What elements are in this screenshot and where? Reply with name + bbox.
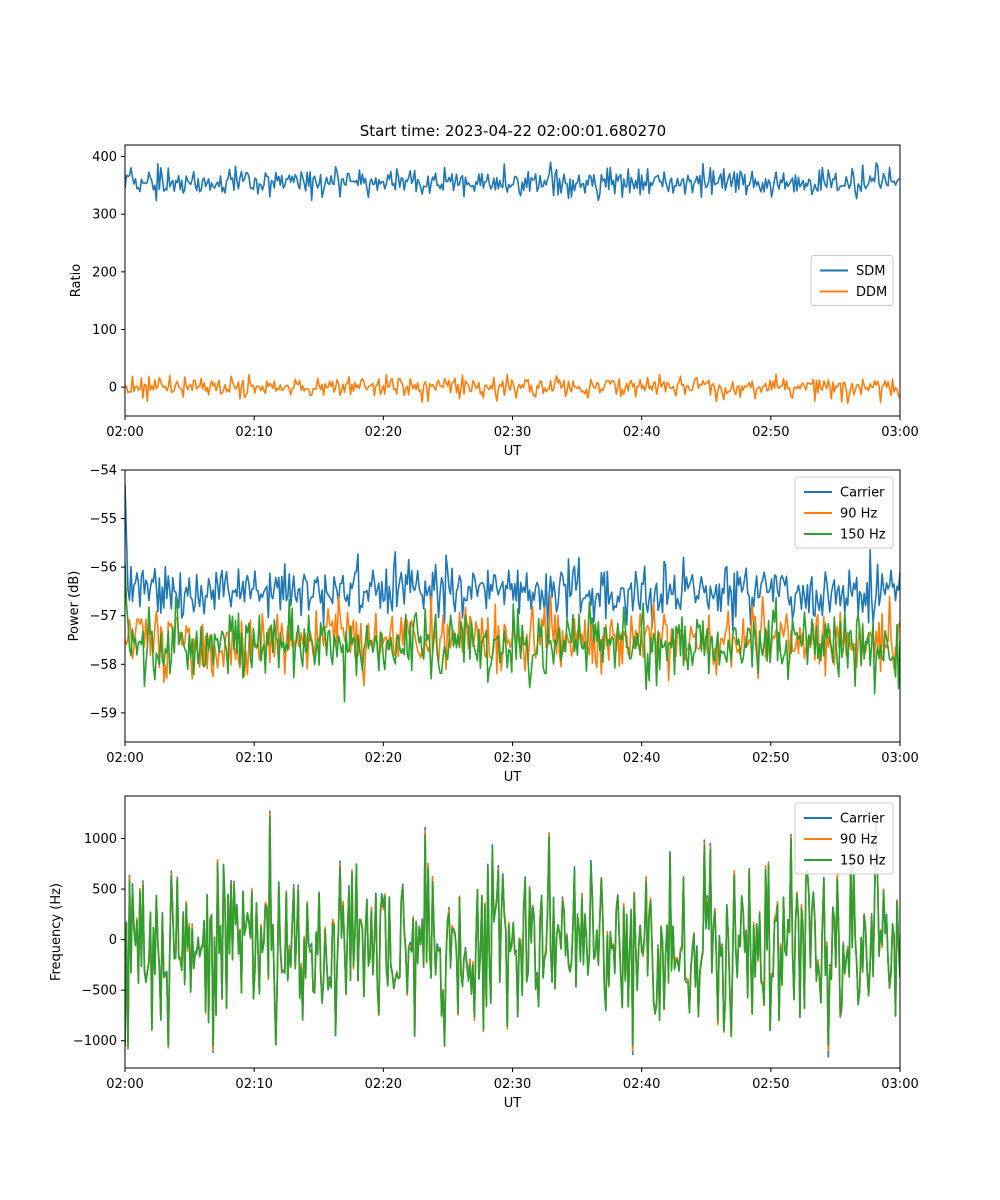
legend-box xyxy=(810,255,894,306)
y-tick-label: 0 xyxy=(109,381,117,396)
legend-entry: 90 Hz xyxy=(840,833,877,848)
x-tick-label: 02:50 xyxy=(752,1077,789,1092)
y-tick-label: 0 xyxy=(109,933,117,948)
legend-entry: 90 Hz xyxy=(840,507,877,522)
x-tick-label: 02:50 xyxy=(752,751,789,766)
y-tick-label: 400 xyxy=(92,150,117,165)
y-tick-label: 500 xyxy=(92,883,117,898)
x-tick-label: 02:30 xyxy=(494,1077,531,1092)
legend-entry: 150 Hz xyxy=(840,854,886,869)
series-line-carrier xyxy=(125,484,900,632)
series-line-150-hz xyxy=(125,562,900,703)
series-group xyxy=(125,161,900,405)
x-tick-label: 02:10 xyxy=(235,1077,272,1092)
panel-3: 02:00 02:10 02:20 02:30 02:40 02:50 03:00 −1000… xyxy=(49,795,919,1111)
series-line-150-hz xyxy=(125,810,900,1047)
y-tick-label: −59 xyxy=(90,706,117,721)
x-tick-label: 02:40 xyxy=(623,1077,660,1092)
y-tick-label: 100 xyxy=(92,323,117,338)
legend-entry: Carrier xyxy=(840,486,885,501)
x-tick-label: 02:10 xyxy=(235,425,272,440)
chart-title: Start time: 2023-04-22 02:00:01.680270 xyxy=(360,122,666,140)
x-tick-label: 02:30 xyxy=(494,425,531,440)
y-tick-label: −58 xyxy=(90,658,117,673)
y-axis-label: Ratio xyxy=(69,264,84,297)
x-axis-label: UT xyxy=(504,770,522,785)
legend-entry: Carrier xyxy=(840,812,885,827)
x-tick-label: 03:00 xyxy=(881,425,918,440)
series-group xyxy=(125,484,900,703)
legend: Carrier 90 Hz 150 Hz xyxy=(794,802,894,875)
legend-box xyxy=(794,476,894,549)
x-axis-label: UT xyxy=(504,444,522,459)
x-tick-label: 02:00 xyxy=(106,1077,143,1092)
x-tick-label: 02:10 xyxy=(235,751,272,766)
y-tick-label: 200 xyxy=(92,265,117,280)
y-tick-label: −55 xyxy=(90,512,117,527)
y-tick-label: −1000 xyxy=(73,1034,117,1049)
x-tick-label: 02:00 xyxy=(106,751,143,766)
series-line-ddm xyxy=(125,373,900,405)
y-tick-label: −500 xyxy=(81,984,117,999)
legend-entry: 150 Hz xyxy=(840,528,886,543)
x-tick-label: 03:00 xyxy=(881,751,918,766)
x-tick-label: 02:20 xyxy=(365,751,402,766)
y-axis-label: Power (dB) xyxy=(67,571,82,642)
x-tick-label: 03:00 xyxy=(881,1077,918,1092)
series-group xyxy=(125,810,900,1058)
legend-entry: DDM xyxy=(856,285,887,300)
x-tick-label: 02:20 xyxy=(365,425,402,440)
x-tick-label: 02:40 xyxy=(623,751,660,766)
legend-box xyxy=(794,802,894,875)
y-tick-label: −54 xyxy=(90,464,117,479)
x-tick-label: 02:20 xyxy=(365,1077,402,1092)
panels: 02:00 02:10 02:20 02:30 02:40 02:50 03:00 0 100 2… xyxy=(49,144,919,1111)
x-tick-label: 02:00 xyxy=(106,425,143,440)
y-axis-label: Frequency (Hz) xyxy=(49,883,64,981)
panel-2: 02:00 02:10 02:20 02:30 02:40 02:50 03:00 −59 −5… xyxy=(67,464,919,786)
y-tick-label: 1000 xyxy=(84,832,117,847)
series-line-sdm xyxy=(125,161,900,202)
x-axis-label: UT xyxy=(504,1096,522,1111)
legend-entry: SDM xyxy=(856,264,885,279)
y-tick-label: −56 xyxy=(90,561,117,576)
legend: SDM DDM xyxy=(810,255,894,306)
legend: Carrier 90 Hz 150 Hz xyxy=(794,476,894,549)
panel-1: 02:00 02:10 02:20 02:30 02:40 02:50 03:00 0 100 2… xyxy=(69,144,919,459)
x-tick-label: 02:40 xyxy=(623,425,660,440)
y-tick-label: 300 xyxy=(92,208,117,223)
y-tick-label: −57 xyxy=(90,609,117,624)
x-tick-label: 02:50 xyxy=(752,425,789,440)
x-tick-label: 02:30 xyxy=(494,751,531,766)
